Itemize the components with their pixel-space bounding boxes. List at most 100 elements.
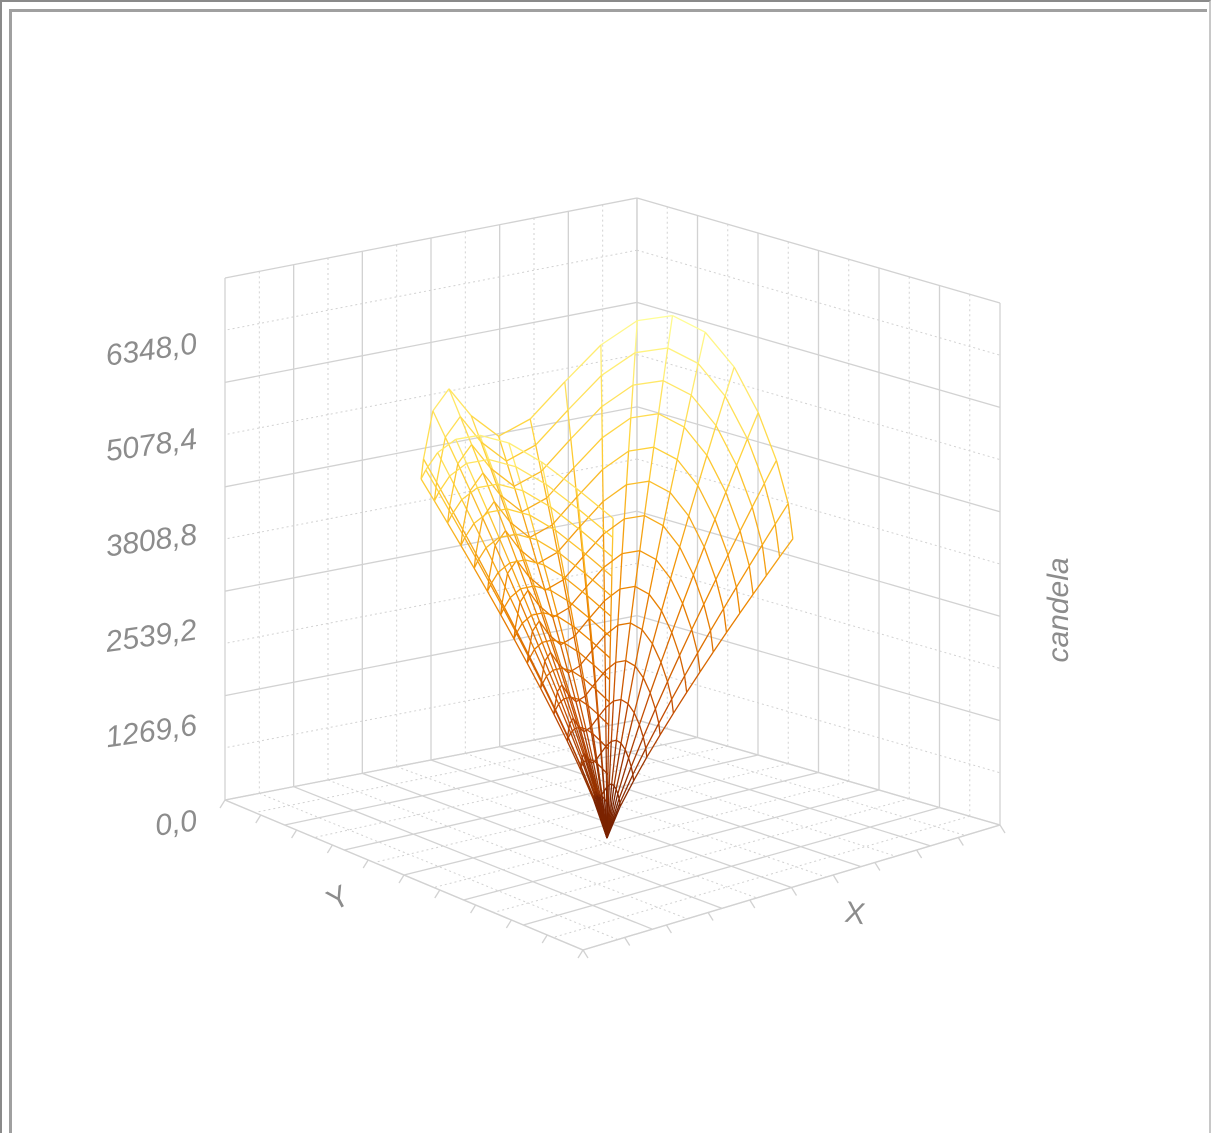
- surface-parallel: [761, 544, 768, 576]
- surface-parallel: [691, 629, 699, 654]
- wall-right-hgrid: [636, 197, 1001, 304]
- surface-parallel: [554, 703, 560, 711]
- surface-meridian: [709, 608, 725, 632]
- surface-meridian: [564, 577, 571, 603]
- surface-parallel: [572, 717, 579, 727]
- surface-parallel: [724, 395, 748, 440]
- surface-meridian: [542, 612, 554, 641]
- surface-parallel: [602, 484, 627, 503]
- surface-parallel: [525, 559, 545, 566]
- surface-parallel: [464, 523, 475, 539]
- surface-meridian: [513, 638, 528, 664]
- surface-meridian: [779, 538, 794, 558]
- surface-parallel: [531, 612, 544, 616]
- surface-meridian: [658, 698, 673, 724]
- surface-meridian: [581, 756, 596, 794]
- surface-meridian: [506, 508, 517, 535]
- surface-parallel: [578, 508, 614, 538]
- surface-parallel: [543, 564, 566, 579]
- surface-meridian: [554, 710, 569, 739]
- surface-parallel: [658, 723, 661, 735]
- surface-meridian: [577, 725, 589, 760]
- surface-meridian: [727, 530, 741, 556]
- surface-meridian: [506, 573, 521, 603]
- surface-meridian: [601, 469, 604, 502]
- surface-parallel: [649, 692, 657, 710]
- surface-parallel: [688, 515, 705, 548]
- surface-meridian: [642, 643, 654, 678]
- surface-parallel: [580, 763, 584, 768]
- surface-parallel: [570, 728, 576, 734]
- surface-parallel: [563, 696, 571, 700]
- surface-parallel: [578, 651, 595, 666]
- surface-parallel: [692, 574, 705, 605]
- surface-meridian: [582, 678, 589, 706]
- surface-meridian: [627, 665, 636, 704]
- surface-parallel: [534, 585, 552, 592]
- surface-parallel: [567, 723, 571, 737]
- surface-meridian: [571, 670, 580, 700]
- surface-meridian: [662, 492, 671, 526]
- surface-meridian: [584, 696, 592, 728]
- surface-parallel: [583, 753, 589, 760]
- surface-meridian: [617, 588, 621, 626]
- surface-parallel: [461, 487, 478, 501]
- surface-parallel: [550, 589, 570, 603]
- surface-meridian: [699, 651, 714, 673]
- surface-parallel: [584, 573, 612, 597]
- surface-meridian: [579, 727, 590, 760]
- x-axis-letter: X: [843, 896, 867, 931]
- surface-parallel: [605, 740, 612, 747]
- axis-labels: candela Y X 0,0 1269,6 2539,2 3808,8 5078,4 6…: [103, 327, 1075, 931]
- surface-meridian: [579, 769, 595, 801]
- surface-meridian: [671, 675, 686, 700]
- wall-right-hgrid: [636, 406, 1001, 513]
- surface-parallel: [604, 588, 621, 602]
- surface-parallel: [787, 503, 794, 539]
- chart-panel: [9, 9, 1207, 1133]
- surface-parallel: [595, 793, 599, 796]
- surface-parallel: [600, 745, 607, 754]
- surface-meridian: [582, 763, 596, 797]
- surface-meridian: [681, 574, 695, 604]
- wall-right-hgrid: [636, 510, 1001, 617]
- surface-meridian: [544, 590, 554, 618]
- surface-parallel: [451, 499, 463, 516]
- floor-tick-right: [749, 899, 756, 909]
- surface-meridian: [615, 749, 626, 790]
- surface-meridian: [638, 692, 651, 725]
- surface-meridian: [538, 605, 550, 635]
- surface-parallel: [611, 739, 617, 743]
- surface-parallel: [676, 459, 699, 486]
- z-tick-label: 2539,2: [103, 613, 200, 659]
- surface-meridian: [449, 505, 464, 530]
- surface-parallel: [561, 667, 573, 672]
- surface-parallel: [600, 740, 609, 750]
- surface-parallel: [422, 410, 434, 460]
- surface-parallel: [540, 660, 546, 681]
- surface-parallel: [671, 699, 675, 714]
- surface-parallel: [671, 632, 681, 656]
- surface-parallel: [597, 763, 604, 770]
- z-tick-label: 1269,6: [104, 709, 200, 754]
- surface-parallel: [624, 749, 630, 759]
- surface-meridian: [609, 636, 612, 659]
- surface-meridian: [526, 662, 542, 689]
- surface-meridian: [519, 549, 531, 578]
- surface-parallel: [539, 683, 543, 689]
- surface-meridian: [560, 667, 572, 698]
- surface-meridian: [505, 460, 515, 487]
- floor-tick-left: [434, 889, 441, 899]
- surface-meridian: [600, 375, 603, 407]
- surface-parallel: [587, 705, 599, 716]
- surface-parallel: [449, 463, 459, 506]
- floor-grid-b: [523, 806, 940, 926]
- surface-meridian: [515, 466, 524, 491]
- surface-parallel: [604, 661, 617, 672]
- surface-meridian: [591, 641, 595, 666]
- surface-meridian: [739, 506, 753, 532]
- surface-parallel: [619, 585, 636, 590]
- surface-meridian: [761, 523, 776, 546]
- surface-parallel: [632, 774, 635, 781]
- surface-parallel: [603, 553, 623, 568]
